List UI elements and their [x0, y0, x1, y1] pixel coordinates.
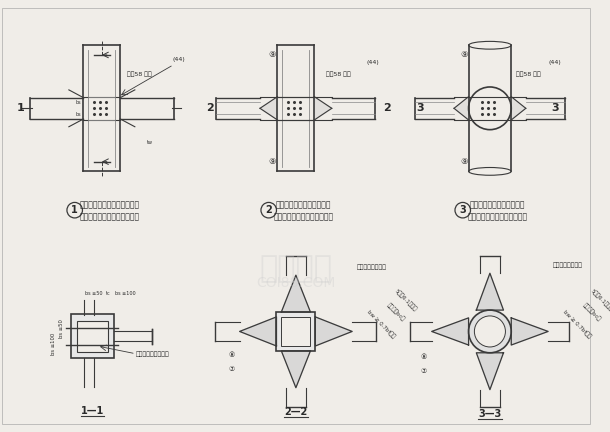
Text: 劲板的箱形截面柱的刚性连接: 劲板的箱形截面柱的刚性连接 — [273, 213, 334, 222]
Text: bs: bs — [76, 100, 81, 105]
Text: ⑨: ⑨ — [269, 157, 276, 166]
Text: 1: 1 — [16, 103, 24, 113]
Text: bs ≥100: bs ≥100 — [115, 291, 135, 296]
Polygon shape — [281, 351, 310, 388]
Text: 2: 2 — [265, 205, 272, 215]
Text: ⑨: ⑨ — [269, 51, 276, 60]
Polygon shape — [240, 317, 276, 346]
Circle shape — [468, 310, 511, 353]
Text: 强度58 连层: 强度58 连层 — [326, 72, 351, 77]
Circle shape — [475, 316, 506, 347]
Text: COI88.COM: COI88.COM — [256, 276, 336, 290]
Polygon shape — [511, 318, 548, 345]
Text: 3—3: 3—3 — [478, 409, 501, 419]
Text: 3: 3 — [459, 205, 466, 215]
Text: 框架梁与设有贯通式水平加劲: 框架梁与设有贯通式水平加劲 — [79, 201, 140, 210]
Bar — [77, 321, 108, 352]
Polygon shape — [260, 97, 278, 120]
Text: 强度58 连层: 强度58 连层 — [127, 72, 152, 77]
Text: ⑨: ⑨ — [460, 51, 467, 60]
Text: ⑨: ⑨ — [460, 157, 467, 166]
Text: 1—1: 1—1 — [81, 406, 104, 416]
Text: tw: tw — [146, 140, 152, 145]
Text: bw ≥ 0.7bf，且: bw ≥ 0.7bf，且 — [562, 309, 592, 339]
Text: 劲板的管形截面柱的刚性连接: 劲板的管形截面柱的刚性连接 — [468, 213, 528, 222]
Text: bs ≥100: bs ≥100 — [51, 333, 56, 355]
Text: 外连式水平加劲板: 外连式水平加劲板 — [357, 265, 387, 270]
Bar — [71, 314, 115, 358]
Polygon shape — [511, 97, 526, 120]
Text: 2: 2 — [383, 103, 391, 113]
Text: bs ≥50: bs ≥50 — [85, 291, 103, 296]
Bar — [276, 312, 315, 351]
Text: ⑦: ⑦ — [421, 368, 427, 374]
Text: 工木在线: 工木在线 — [259, 254, 332, 283]
Text: bw ≥ 0.7bf，且: bw ≥ 0.7bf，且 — [366, 309, 396, 339]
Text: 3: 3 — [416, 103, 424, 113]
Text: 框架梁与设有外连式水平加: 框架梁与设有外连式水平加 — [276, 201, 331, 210]
Text: tc: tc — [106, 291, 110, 296]
Polygon shape — [432, 318, 468, 345]
Text: 5倍最6.1钢管径: 5倍最6.1钢管径 — [393, 288, 418, 312]
Text: bs: bs — [76, 111, 81, 117]
Text: (44): (44) — [366, 60, 379, 65]
Bar — [281, 317, 310, 346]
Polygon shape — [281, 275, 310, 312]
Text: ⑦: ⑦ — [229, 366, 235, 372]
Text: 不超大于bc，: 不超大于bc， — [582, 302, 602, 322]
Text: 强度58 连层: 强度58 连层 — [516, 72, 541, 77]
Polygon shape — [454, 97, 468, 120]
Text: ⑧: ⑧ — [229, 352, 235, 358]
Polygon shape — [315, 317, 352, 346]
Text: 框架梁与设有外连式水平加: 框架梁与设有外连式水平加 — [470, 201, 525, 210]
Text: 1: 1 — [71, 205, 78, 215]
Text: (44): (44) — [548, 60, 561, 65]
Text: 不超大于bc，: 不超大于bc， — [386, 302, 406, 322]
Polygon shape — [476, 273, 503, 310]
Text: (44): (44) — [172, 57, 185, 62]
Text: 2: 2 — [206, 103, 214, 113]
Text: ⑧: ⑧ — [421, 354, 427, 360]
Text: 3: 3 — [551, 103, 559, 113]
Text: 隔板的箱形截面柱的刚性连接: 隔板的箱形截面柱的刚性连接 — [79, 213, 140, 222]
Polygon shape — [476, 353, 503, 390]
Text: 5倍最6.1钢管径: 5倍最6.1钢管径 — [589, 288, 610, 312]
Text: 贯通式水平加劲隔板: 贯通式水平加劲隔板 — [136, 351, 170, 356]
Text: 2—2: 2—2 — [284, 407, 307, 417]
Polygon shape — [314, 97, 332, 120]
Text: bs ≥50: bs ≥50 — [59, 319, 63, 338]
Text: 外连式水平加劲板: 外连式水平加劲板 — [553, 263, 583, 268]
